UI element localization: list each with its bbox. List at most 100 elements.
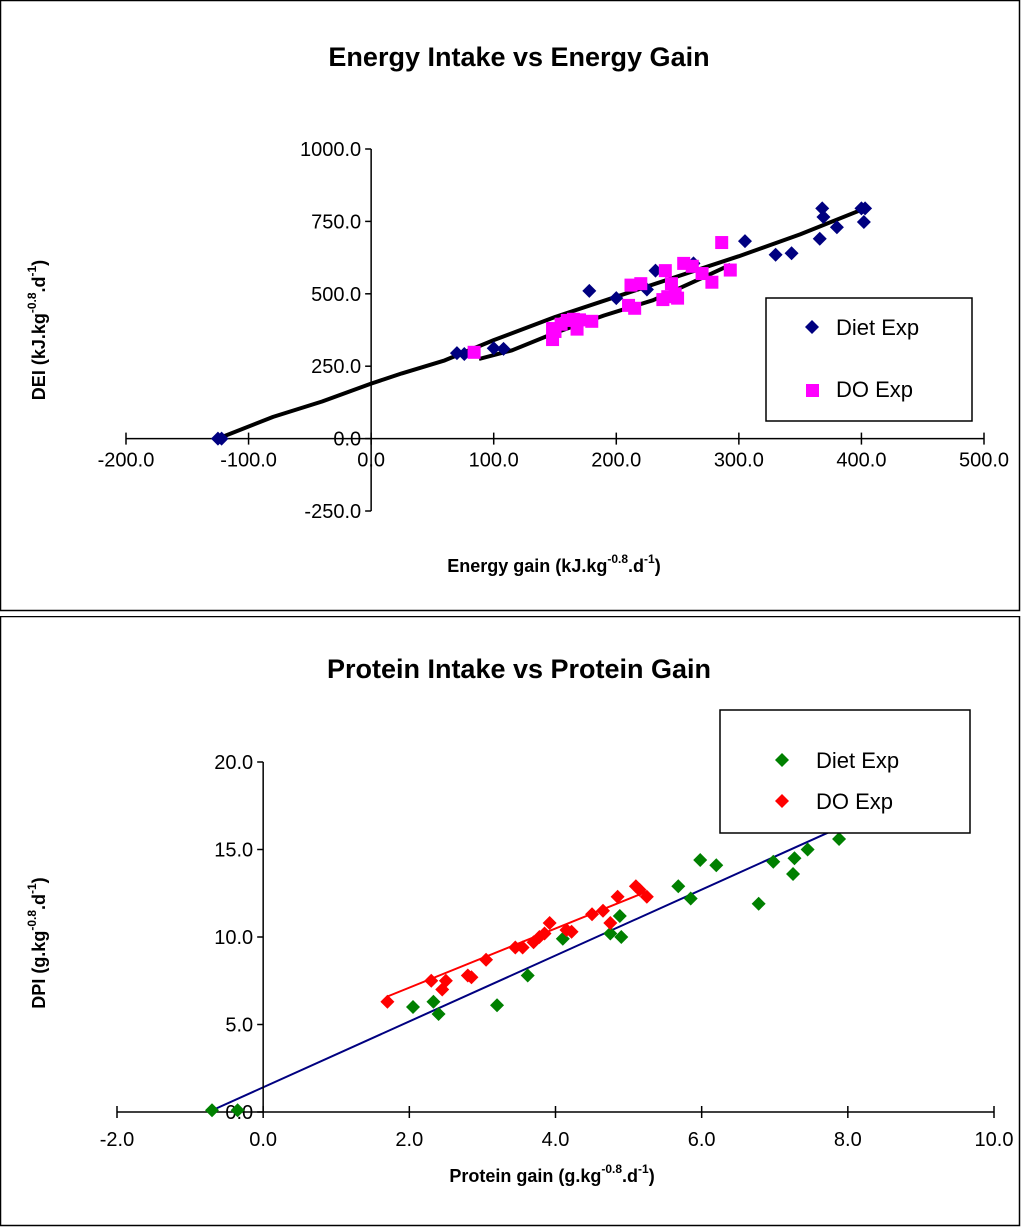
protein-chart-panel: Protein Intake vs Protein Gain -2.0 0.0 2.… (0, 616, 1021, 1227)
legend-marker-diet-exp (775, 753, 789, 767)
y-tick-label: 15.0 (214, 840, 253, 862)
data-point (542, 916, 557, 930)
data-point (829, 220, 844, 235)
y-tick-label: 250.0 (311, 356, 361, 378)
data-point (658, 264, 672, 278)
data-point (230, 1103, 245, 1118)
y-tick-label: 750.0 (311, 211, 361, 233)
data-point (634, 277, 648, 291)
y-tick-label: -250.0 (304, 501, 361, 523)
data-point (786, 867, 801, 881)
data-point (596, 903, 611, 918)
legend: Diet Exp DO Exp (765, 297, 973, 422)
legend-marker-diet-exp (805, 320, 819, 334)
x-tick-label: 400.0 (836, 450, 886, 472)
data-point (751, 896, 766, 911)
series-do-exp (467, 236, 737, 359)
data-point (832, 832, 847, 846)
protein-chart: Protein Intake vs Protein Gain -2.0 0.0 2.… (0, 616, 1021, 1227)
x-tick-label: 4.0 (542, 1129, 570, 1151)
chart-title: Energy Intake vs Energy Gain (328, 42, 709, 72)
data-point (705, 275, 719, 289)
data-point (695, 267, 709, 281)
legend-marker-do-exp (775, 794, 789, 808)
x-tick-label: 0.0 (249, 1129, 277, 1151)
data-point (479, 952, 494, 967)
data-point (723, 263, 737, 277)
plot-area: -2.00.02.04.06.08.010.00.05.010.015.020.… (100, 752, 1014, 1151)
data-point (508, 940, 523, 955)
x-tick-label: 100.0 (469, 450, 519, 472)
data-point (490, 998, 505, 1013)
data-point (715, 236, 729, 250)
data-point (205, 1103, 220, 1118)
data-point (812, 231, 827, 246)
legend-box (765, 297, 973, 422)
data-point (603, 916, 618, 930)
data-point (683, 891, 698, 906)
legend-marker-do-exp (806, 384, 819, 397)
data-point (564, 924, 579, 939)
chart-title: Protein Intake vs Protein Gain (327, 654, 711, 684)
y-axis-label: DPI (g.kg-0.8.d-1) (25, 877, 49, 1008)
data-point (467, 345, 481, 359)
x-tick-label: 300.0 (714, 450, 764, 472)
data-point (520, 968, 535, 983)
y-tick-label: 1000.0 (300, 139, 361, 161)
legend-label-do-exp: DO Exp (836, 377, 913, 402)
y-tick-label: 5.0 (225, 1015, 253, 1037)
x-axis-label: Energy gain (kJ.kg-0.8.d-1) (447, 552, 660, 576)
data-point (405, 1000, 420, 1014)
x-tick-label: 0.0 (357, 450, 385, 472)
data-point (693, 853, 708, 867)
data-point (624, 278, 638, 292)
x-tick-label: 200.0 (591, 450, 641, 472)
data-point (787, 851, 802, 866)
legend-box (719, 709, 971, 834)
x-axis-label: Protein gain (g.kg-0.8.d-1) (449, 1162, 654, 1186)
data-point (628, 301, 642, 315)
y-tick-label: 500.0 (311, 284, 361, 306)
data-point (515, 940, 530, 955)
x-tick-label: 500.0 (959, 450, 1009, 472)
data-point (737, 234, 752, 249)
series-diet-exp (210, 201, 873, 446)
y-axis-label: DEI (kJ.kg-0.8.d-1) (25, 260, 49, 400)
data-point (671, 291, 685, 305)
data-point (424, 973, 439, 988)
data-point (438, 973, 453, 988)
data-point (816, 210, 831, 225)
data-point (766, 854, 781, 869)
data-point (610, 889, 625, 904)
data-point (639, 889, 654, 904)
y-tick-label: 10.0 (214, 927, 253, 949)
data-point (815, 201, 830, 216)
data-point (614, 930, 629, 944)
data-point (609, 291, 624, 306)
data-point (582, 283, 597, 298)
data-point (464, 970, 479, 985)
x-tick-label: -100.0 (220, 450, 277, 472)
data-point (486, 341, 501, 356)
data-point (709, 858, 724, 873)
data-point (671, 879, 686, 894)
data-point (585, 314, 599, 328)
x-tick-label: 8.0 (834, 1129, 862, 1151)
data-point (632, 882, 647, 897)
legend-label-do-exp: DO Exp (816, 789, 893, 814)
energy-chart: Energy Intake vs Energy Gain -200.0 -100.… (0, 0, 1021, 612)
x-tick-label: 10.0 (975, 1129, 1014, 1151)
data-point (426, 994, 441, 1009)
data-point (573, 313, 587, 327)
legend-label-diet-exp: Diet Exp (816, 748, 899, 773)
legend: Diet Exp DO Exp (719, 709, 971, 834)
x-tick-label: -2.0 (100, 1129, 134, 1151)
data-point (768, 247, 783, 262)
trend-line-1 (207, 829, 834, 1113)
series-do-exp (380, 879, 654, 1009)
data-point (664, 277, 678, 291)
data-point (496, 341, 511, 356)
data-point (784, 246, 799, 261)
y-tick-label: 20.0 (214, 752, 253, 774)
data-point (214, 431, 229, 446)
